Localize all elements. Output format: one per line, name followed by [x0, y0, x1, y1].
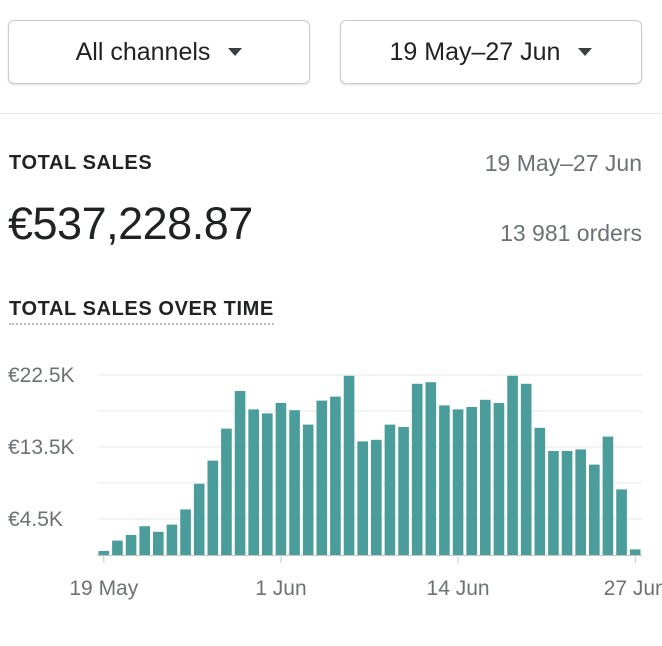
chevron-down-icon: [228, 48, 243, 56]
bar[interactable]: [384, 424, 396, 555]
y-axis-labels: €4.5K €13.5K €22.5K: [8, 364, 75, 531]
summary-date-range: 19 May–27 Jun: [484, 150, 642, 176]
x-tick-label: 19 May: [69, 577, 138, 600]
bar[interactable]: [425, 382, 437, 555]
bar[interactable]: [616, 489, 627, 555]
bar[interactable]: [520, 383, 532, 555]
y-tick-label: €13.5K: [8, 436, 75, 459]
bar[interactable]: [398, 427, 409, 555]
date-range-select[interactable]: 19 May–27 Jun: [340, 20, 642, 84]
bar[interactable]: [452, 409, 464, 555]
bar[interactable]: [575, 449, 586, 555]
channel-select[interactable]: All channels: [8, 20, 310, 84]
grid-lines: [97, 374, 642, 520]
bar[interactable]: [275, 403, 287, 555]
bar[interactable]: [302, 424, 314, 555]
bar[interactable]: [139, 526, 150, 555]
chart-title[interactable]: TOTAL SALES OVER TIME: [9, 298, 274, 325]
bar[interactable]: [466, 407, 477, 555]
bar[interactable]: [357, 441, 368, 555]
bar[interactable]: [602, 436, 614, 555]
filters-bar: All channels 19 May–27 Jun: [0, 0, 662, 114]
channel-select-label: All channels: [75, 37, 211, 66]
bar[interactable]: [153, 531, 164, 555]
bar[interactable]: [439, 405, 450, 555]
x-axis: [97, 555, 642, 563]
bar[interactable]: [262, 413, 273, 555]
bar[interactable]: [193, 483, 205, 555]
bar[interactable]: [629, 549, 641, 555]
bar[interactable]: [98, 551, 110, 555]
bar[interactable]: [493, 403, 505, 555]
bar[interactable]: [289, 410, 300, 555]
bar[interactable]: [180, 509, 191, 555]
bar[interactable]: [507, 375, 518, 555]
bar[interactable]: [234, 391, 246, 555]
bar[interactable]: [125, 535, 137, 555]
bar[interactable]: [316, 400, 328, 555]
bar[interactable]: [343, 375, 355, 555]
bar[interactable]: [411, 383, 423, 555]
bar[interactable]: [480, 399, 491, 555]
x-axis-labels: 19 May 1 Jun 14 Jun 27 Jun: [69, 577, 662, 600]
chevron-down-icon: [578, 48, 593, 56]
bar[interactable]: [589, 464, 600, 555]
bar[interactable]: [112, 540, 123, 555]
bar[interactable]: [221, 428, 232, 555]
orders-count: 13 981 orders: [500, 220, 642, 246]
total-sales-value: €537,228.87: [8, 198, 253, 249]
bar[interactable]: [548, 451, 559, 555]
bar[interactable]: [207, 460, 219, 555]
bar[interactable]: [330, 396, 341, 555]
bars: [98, 375, 641, 555]
y-tick-label: €22.5K: [8, 364, 75, 387]
x-tick-label: 27 Jun: [604, 577, 662, 600]
y-tick-label: €4.5K: [8, 508, 63, 531]
bar[interactable]: [371, 439, 382, 555]
date-range-select-label: 19 May–27 Jun: [389, 37, 561, 66]
total-sales-heading: TOTAL SALES: [9, 152, 153, 174]
bar[interactable]: [166, 524, 178, 555]
bar[interactable]: [534, 427, 546, 555]
sales-bar-chart: €4.5K €13.5K €22.5K 19 May 1 Jun 14 Jun 27 Ju…: [8, 364, 662, 600]
bar[interactable]: [248, 409, 259, 555]
bar[interactable]: [561, 451, 573, 555]
x-tick-label: 14 Jun: [427, 577, 490, 600]
x-tick-label: 1 Jun: [255, 577, 306, 600]
